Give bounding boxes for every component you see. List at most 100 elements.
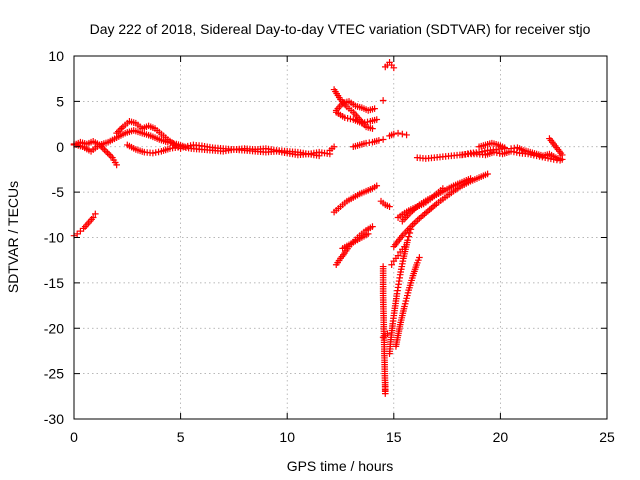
data-point bbox=[410, 220, 418, 227]
series-track-14 bbox=[381, 59, 398, 72]
data-point bbox=[361, 119, 368, 126]
x-tick-label: 15 bbox=[386, 429, 402, 445]
data-point bbox=[412, 218, 420, 226]
data-point bbox=[467, 175, 474, 182]
data-point bbox=[416, 254, 423, 261]
data-point bbox=[414, 216, 421, 224]
series-track-28 bbox=[475, 139, 508, 151]
tick-labels: 0 5 10 15 20 25 10 5 0 -5 -10 -15 -20 -25 -30 bbox=[44, 48, 615, 445]
data-point bbox=[394, 129, 402, 137]
series-track-20 bbox=[399, 175, 474, 225]
series-track-04 bbox=[124, 141, 334, 159]
data-point bbox=[484, 170, 491, 178]
data-point bbox=[394, 252, 402, 259]
data-point bbox=[388, 261, 395, 269]
data-point bbox=[493, 149, 501, 157]
series-track-10 bbox=[349, 136, 387, 151]
y-tick-label: 0 bbox=[56, 139, 64, 155]
data-point bbox=[379, 97, 387, 104]
data-point bbox=[558, 151, 566, 159]
series-track-13 bbox=[339, 230, 372, 252]
x-axis-title: GPS time / hours bbox=[287, 458, 394, 474]
data-point bbox=[384, 330, 391, 337]
data-point bbox=[399, 130, 406, 138]
data-point bbox=[369, 223, 376, 230]
data-point bbox=[113, 129, 120, 137]
data-point bbox=[105, 151, 113, 158]
data-point bbox=[439, 185, 447, 192]
y-tick-label: -15 bbox=[44, 275, 64, 291]
x-tick-label: 5 bbox=[177, 429, 185, 445]
data-point bbox=[104, 149, 111, 157]
data-point bbox=[379, 136, 387, 143]
series-track-21 bbox=[394, 185, 447, 221]
y-tick-label: -5 bbox=[52, 184, 65, 200]
data-point bbox=[403, 131, 410, 139]
data-point bbox=[89, 214, 97, 221]
series-track-05 bbox=[70, 210, 99, 239]
data-point bbox=[409, 221, 416, 229]
data-point bbox=[344, 115, 351, 122]
chart-title: Day 222 of 2018, Sidereal Day-to-day VTE… bbox=[90, 21, 591, 37]
series-track-23 bbox=[388, 243, 408, 269]
data-point bbox=[149, 149, 157, 157]
x-tick-label: 10 bbox=[279, 429, 295, 445]
data-point bbox=[347, 115, 354, 123]
data-point bbox=[113, 161, 120, 169]
series-track-22 bbox=[392, 254, 423, 350]
y-tick-label: -30 bbox=[44, 411, 64, 427]
y-tick-label: -10 bbox=[44, 230, 64, 246]
series-track-24 bbox=[379, 263, 389, 397]
data-point bbox=[513, 149, 521, 156]
y-tick-label: -20 bbox=[44, 320, 64, 336]
series-track-25 bbox=[379, 330, 391, 341]
data-point bbox=[458, 151, 466, 159]
data-point bbox=[107, 152, 115, 160]
data-point bbox=[379, 263, 387, 270]
data-point bbox=[481, 147, 489, 155]
data-point bbox=[155, 148, 162, 156]
series-track-11 bbox=[330, 182, 381, 216]
data-point bbox=[373, 182, 381, 190]
data-point bbox=[341, 114, 349, 122]
y-axis-title: SDTVAR / TECUs bbox=[5, 181, 21, 293]
data-point bbox=[369, 125, 376, 132]
grid bbox=[74, 56, 607, 419]
data-point bbox=[404, 236, 411, 244]
axis-ticks bbox=[73, 55, 608, 420]
series-track-30 bbox=[546, 135, 566, 159]
data-point bbox=[464, 150, 472, 158]
data-points bbox=[70, 59, 566, 397]
y-tick-label: -25 bbox=[44, 366, 64, 382]
data-point bbox=[501, 144, 508, 151]
data-point bbox=[373, 116, 381, 123]
series-track-09 bbox=[326, 143, 338, 154]
series-track-17 bbox=[377, 197, 393, 210]
data-point bbox=[401, 243, 408, 250]
data-point bbox=[390, 64, 398, 72]
series-track-16 bbox=[386, 129, 410, 140]
data-point bbox=[118, 125, 125, 132]
data-point bbox=[364, 230, 372, 238]
x-tick-label: 25 bbox=[599, 429, 615, 445]
x-tick-label: 20 bbox=[493, 429, 509, 445]
data-point bbox=[101, 146, 108, 153]
series-track-12 bbox=[332, 223, 376, 269]
data-point bbox=[390, 130, 398, 138]
data-point bbox=[544, 154, 552, 162]
data-point bbox=[116, 126, 124, 134]
data-point bbox=[330, 143, 338, 151]
data-point bbox=[99, 144, 107, 152]
data-point bbox=[152, 149, 160, 156]
data-point bbox=[92, 210, 99, 218]
data-point bbox=[371, 105, 378, 112]
data-point bbox=[102, 147, 110, 155]
y-tick-label: 5 bbox=[56, 93, 64, 109]
series-track-15 bbox=[379, 97, 387, 104]
series-track-08 bbox=[332, 108, 381, 127]
series-track-07 bbox=[332, 98, 378, 114]
data-point bbox=[478, 148, 486, 155]
data-point bbox=[114, 128, 122, 135]
data-point bbox=[364, 118, 371, 126]
